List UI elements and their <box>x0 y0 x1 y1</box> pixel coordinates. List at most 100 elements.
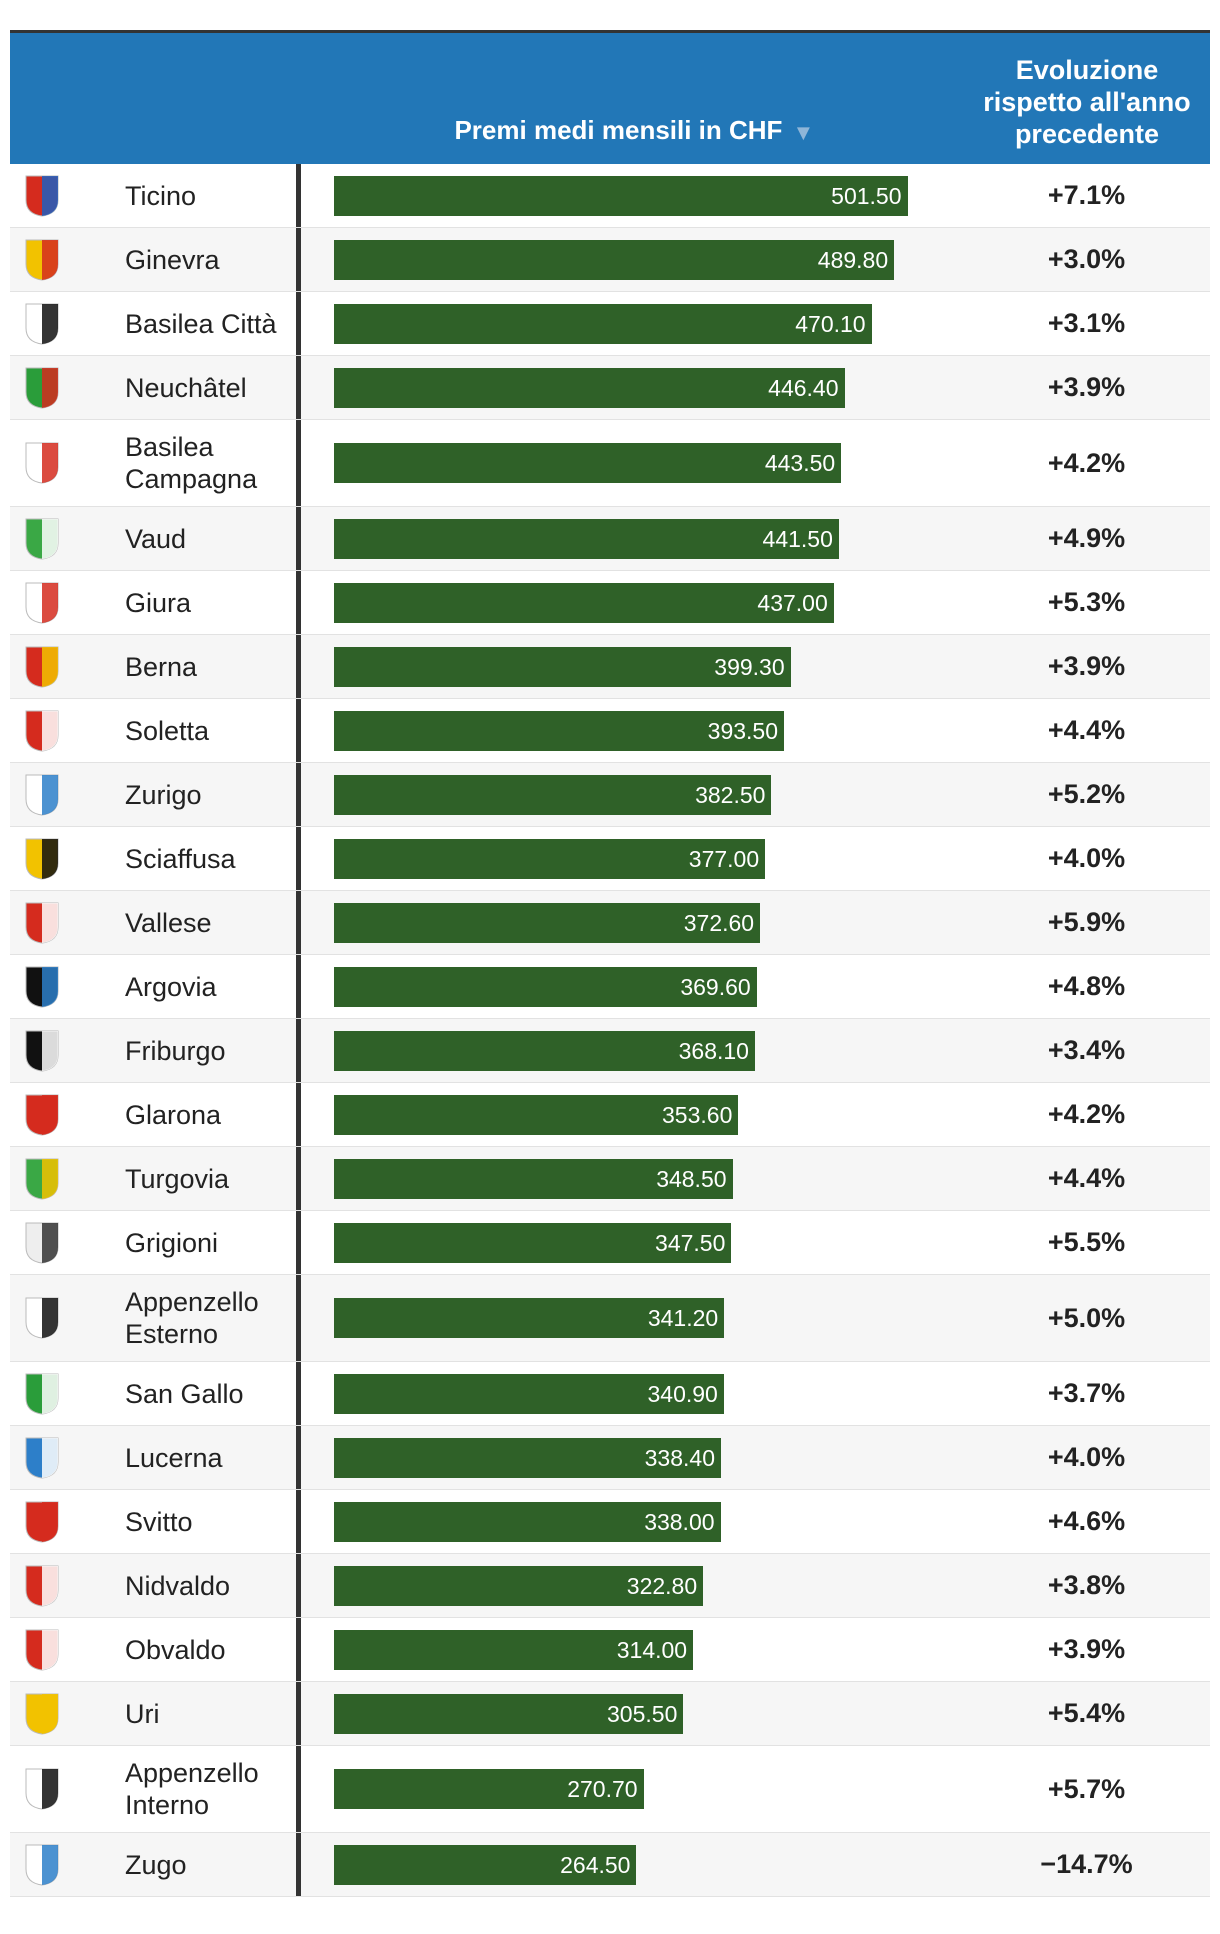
change-label: +3.9% <box>1047 1634 1126 1664</box>
bar-cell: 314.00 <box>301 1618 963 1681</box>
change-label: +4.2% <box>1047 447 1126 478</box>
table-row: Obvaldo 314.00 +3.9% <box>10 1618 1210 1682</box>
value-label: 341.20 <box>647 1305 719 1331</box>
flag-cell <box>10 635 125 698</box>
value-label: 368.10 <box>678 1037 749 1064</box>
canton-name: Nidvaldo <box>125 1554 301 1617</box>
canton-name: Argovia <box>125 955 301 1018</box>
canton-flag <box>25 1565 59 1607</box>
change-label: +7.1% <box>1047 180 1126 210</box>
table-row: San Gallo 340.90 +3.7% <box>10 1362 1210 1426</box>
bar-cell: 441.50 <box>301 507 963 570</box>
value-label: 501.50 <box>831 182 902 209</box>
change-label: +4.0% <box>1047 843 1126 873</box>
flag-cell <box>10 891 125 954</box>
sort-indicator[interactable]: ▼ <box>792 120 815 145</box>
table-row: Turgovia 348.50 +4.4% <box>10 1147 1210 1211</box>
canton-flag <box>25 1437 59 1479</box>
bar-cell: 322.80 <box>301 1554 963 1617</box>
bar-cell: 399.30 <box>301 635 963 698</box>
table-row: Basilea Campagna 443.50 +4.2% <box>10 420 1210 507</box>
canton-name: San Gallo <box>125 1362 301 1425</box>
value-label: 348.50 <box>656 1165 727 1192</box>
value-label: 382.50 <box>695 781 766 808</box>
value-label: 338.00 <box>644 1508 715 1535</box>
table-row: Argovia 369.60 +4.8% <box>10 955 1210 1019</box>
canton-name: Basilea Campagna <box>125 420 301 506</box>
table-row: Zugo 264.50 −14.7% <box>10 1833 1210 1897</box>
flag-cell <box>10 763 125 826</box>
bar: 372.60 <box>334 902 761 943</box>
flag-cell <box>10 1147 125 1210</box>
value-header-cell: Premi medi mensili in CHF ▼ <box>305 33 964 164</box>
canton-flag <box>25 367 59 409</box>
bar: 369.60 <box>334 966 757 1007</box>
bar-cell: 264.50 <box>301 1833 963 1896</box>
canton-name: Soletta <box>125 699 301 762</box>
value-label: 393.50 <box>707 717 779 744</box>
bar-cell: 347.50 <box>301 1211 963 1274</box>
bar-cell: 501.50 <box>301 164 963 227</box>
canton-name: Berna <box>125 635 301 698</box>
bar: 348.50 <box>334 1158 733 1199</box>
bar: 446.40 <box>334 367 845 408</box>
table-row: Friburgo 368.10 +3.4% <box>10 1019 1210 1083</box>
value-label: 470.10 <box>795 310 866 337</box>
canton-flag <box>25 966 59 1008</box>
table-row: Berna 399.30 +3.9% <box>10 635 1210 699</box>
canton-flag <box>25 710 59 752</box>
table-row: Nidvaldo 322.80 +3.8% <box>10 1554 1210 1618</box>
canton-name: Appenzello Esterno <box>125 1275 301 1361</box>
bar: 489.80 <box>334 239 895 280</box>
value-header: Premi medi mensili in CHF <box>454 115 783 145</box>
canton-flag <box>25 1222 59 1264</box>
flag-cell <box>10 1682 125 1745</box>
table-row: Vaud 441.50 +4.9% <box>10 507 1210 571</box>
canton-name: Grigioni <box>125 1211 301 1274</box>
canton-name: Zurigo <box>125 763 301 826</box>
change-label: +4.9% <box>1047 523 1126 553</box>
value-label: 340.90 <box>647 1380 718 1407</box>
change-label: +3.4% <box>1047 1035 1126 1065</box>
value-label: 489.80 <box>817 246 889 273</box>
flag-cell <box>10 292 125 355</box>
value-label: 441.50 <box>762 525 833 552</box>
bar-cell: 341.20 <box>301 1275 963 1361</box>
table-row: Neuchâtel 446.40 +3.9% <box>10 356 1210 420</box>
change-label: +3.0% <box>1047 244 1126 274</box>
bar-cell: 369.60 <box>301 955 963 1018</box>
table-row: Sciaffusa 377.00 +4.0% <box>10 827 1210 891</box>
change-label: +5.0% <box>1047 1302 1126 1333</box>
value-label: 399.30 <box>714 653 785 680</box>
canton-flag <box>25 1094 59 1136</box>
change-label: +3.9% <box>1047 651 1126 681</box>
canton-flag <box>25 1501 59 1543</box>
value-label: 264.50 <box>560 1851 631 1878</box>
flag-cell <box>10 1490 125 1553</box>
flag-cell <box>10 164 125 227</box>
flag-cell <box>10 420 125 506</box>
change-label: +5.7% <box>1047 1773 1126 1804</box>
canton-name: Glarona <box>125 1083 301 1146</box>
change-label: +3.1% <box>1047 308 1126 338</box>
bar-cell: 305.50 <box>301 1682 963 1745</box>
canton-flag <box>25 582 59 624</box>
table-row: Soletta 393.50 +4.4% <box>10 699 1210 763</box>
header-spacer <box>10 33 305 164</box>
change-label: +4.4% <box>1047 1163 1126 1193</box>
change-label: +5.3% <box>1047 587 1126 617</box>
canton-flag <box>25 518 59 560</box>
table-row: Ticino 501.50 +7.1% <box>10 164 1210 228</box>
bar-cell: 446.40 <box>301 356 963 419</box>
change-label: −14.7% <box>1040 1849 1133 1879</box>
change-label: +4.6% <box>1047 1506 1126 1536</box>
bar: 470.10 <box>334 303 872 344</box>
flag-cell <box>10 228 125 291</box>
premium-table: Premi medi mensili in CHF ▼ Evoluzione r… <box>10 30 1210 1897</box>
bar-cell: 489.80 <box>301 228 963 291</box>
value-label: 377.00 <box>688 845 760 872</box>
change-header: Evoluzione rispetto all'anno precedente <box>983 54 1191 149</box>
bar: 314.00 <box>334 1629 694 1670</box>
value-label: 270.70 <box>567 1776 638 1802</box>
